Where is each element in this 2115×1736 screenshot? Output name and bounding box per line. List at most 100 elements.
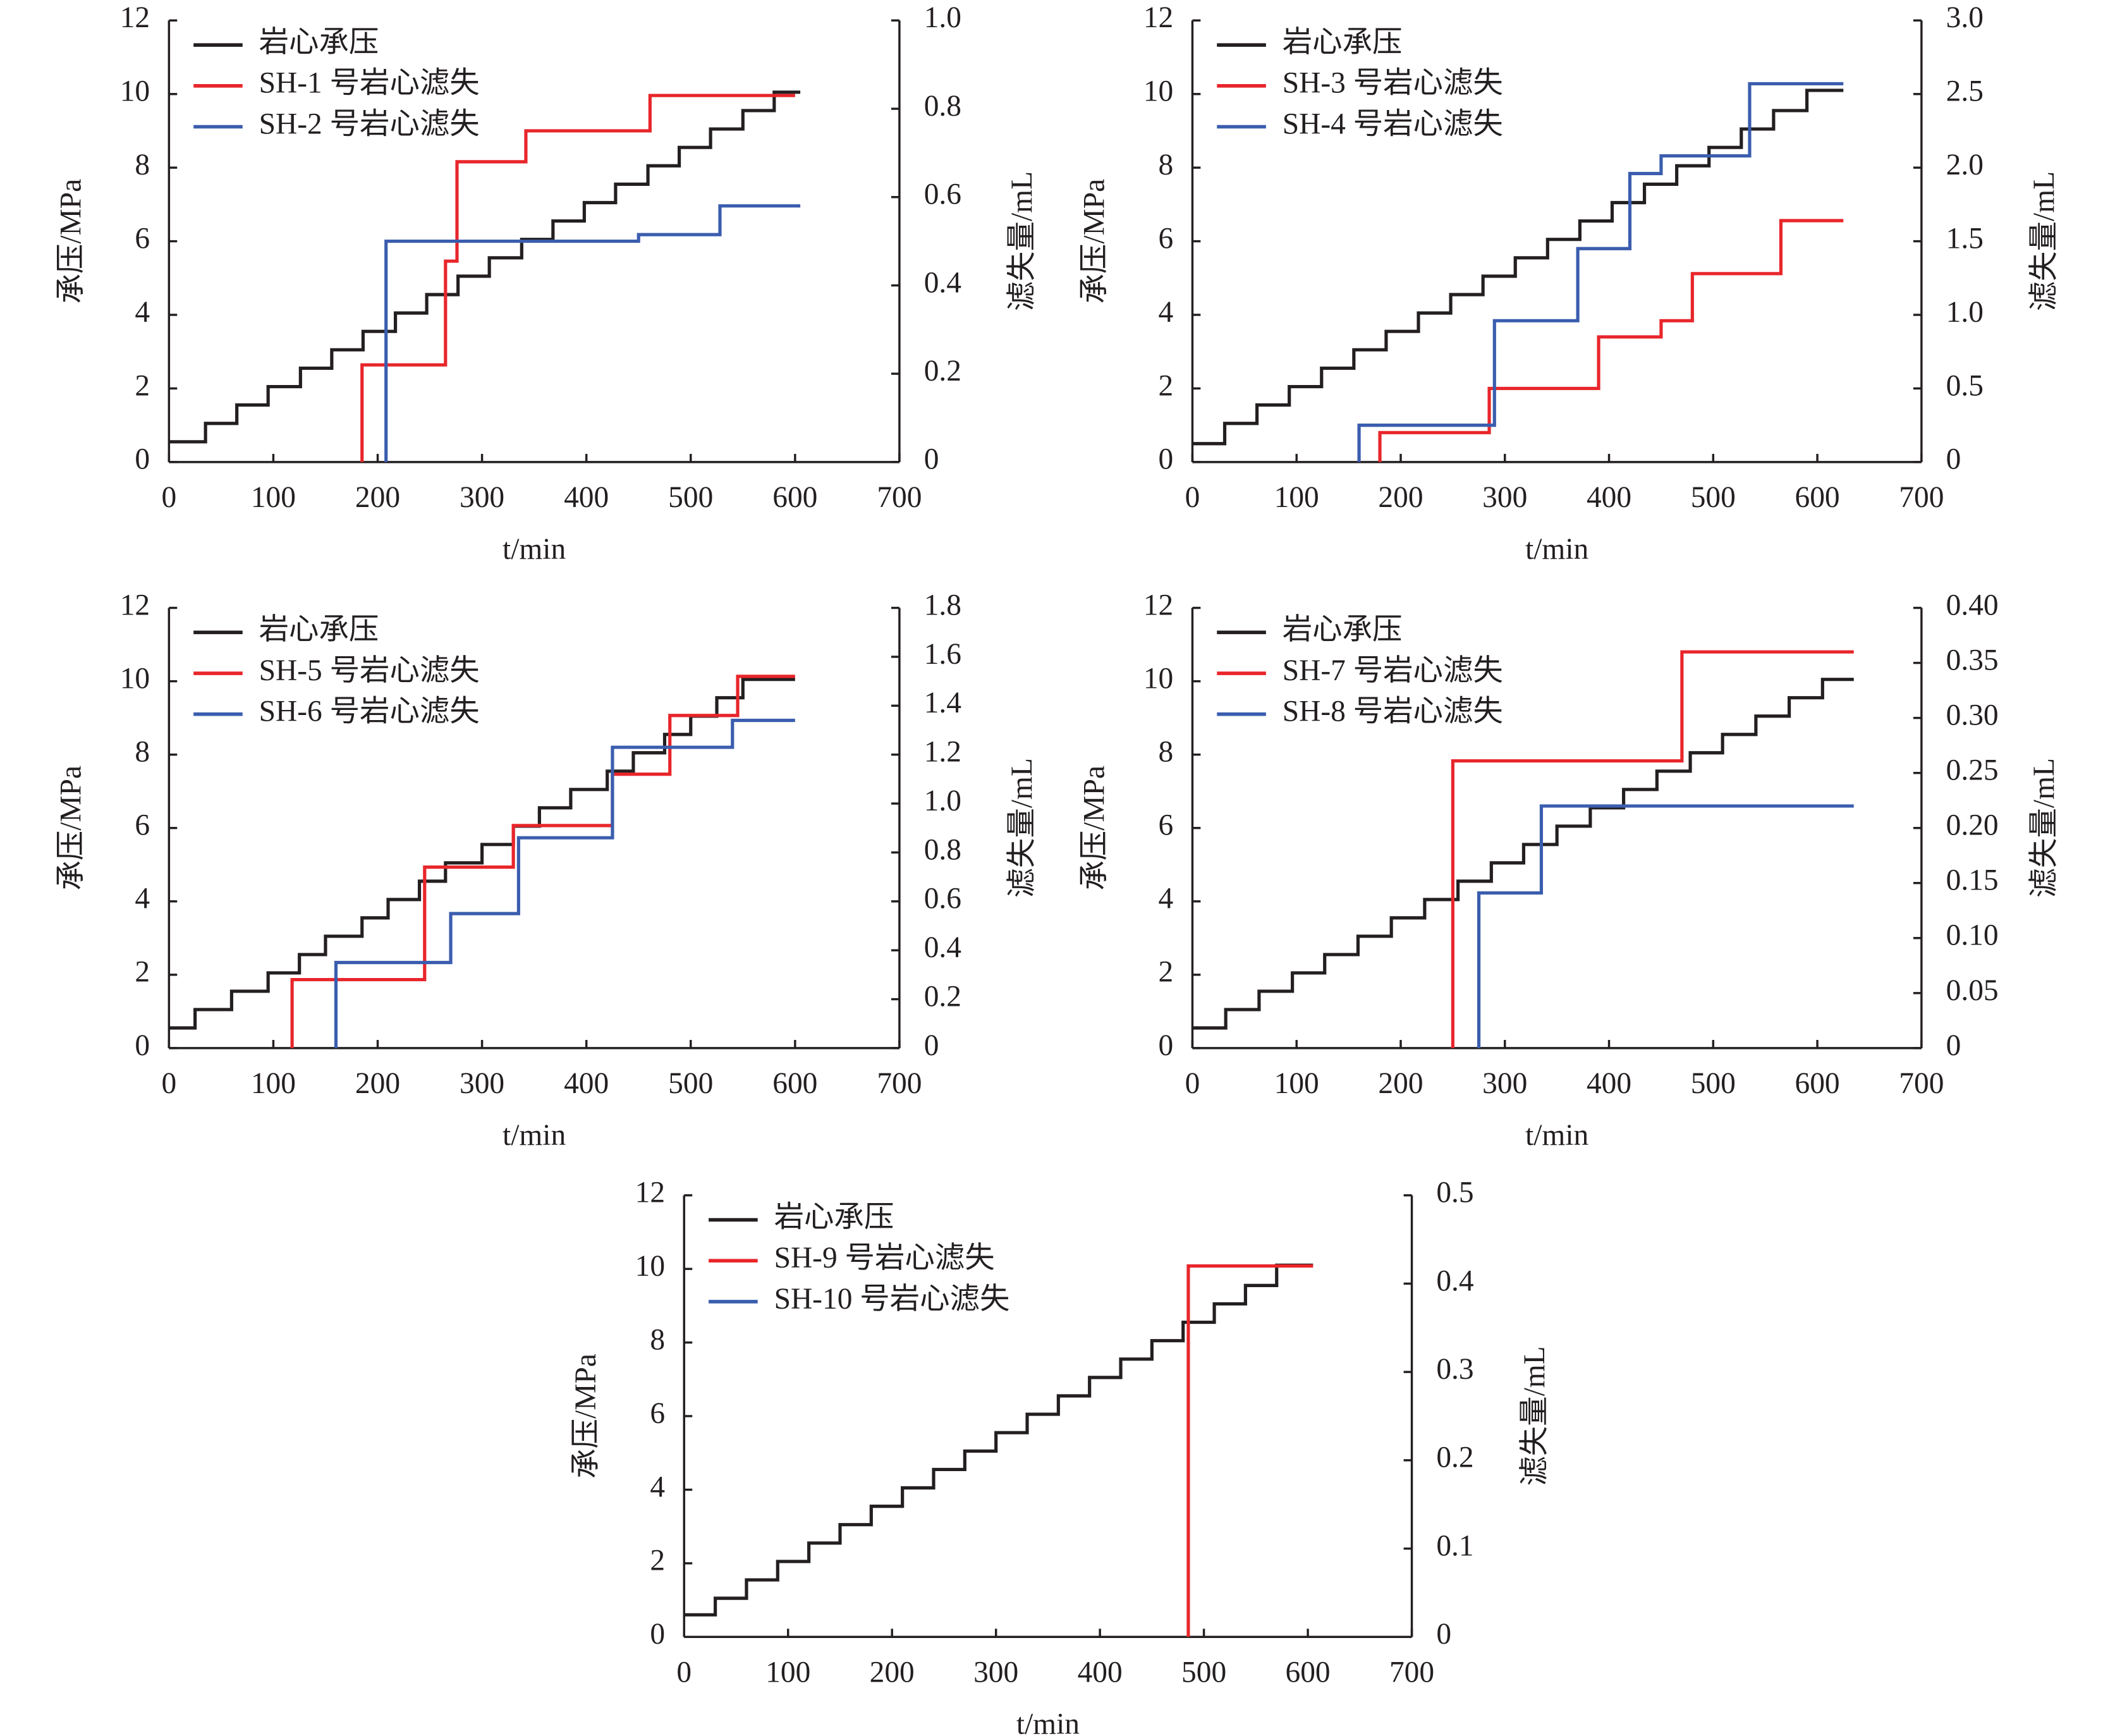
y-tick-label: 6 [135, 222, 150, 255]
x-tick-label: 700 [877, 481, 922, 514]
y2-tick-label: 0.4 [1436, 1264, 1473, 1297]
y-tick-label: 10 [635, 1250, 665, 1283]
x-tick-label: 100 [765, 1656, 810, 1689]
y2-axis-label: 滤失量/mL [1006, 758, 1039, 898]
y2-tick-label: 0.4 [924, 266, 961, 299]
x-tick-label: 100 [1274, 1067, 1319, 1100]
data-line [1192, 89, 1844, 446]
legend-label: SH-10 号岩心滤失 [774, 1283, 1010, 1316]
y-tick-label: 4 [1159, 296, 1174, 329]
y2-tick-label: 1.0 [1946, 296, 1984, 329]
x-tick-label: 400 [1587, 481, 1631, 514]
data-line [290, 675, 795, 1048]
x-axis-label: t/min [503, 533, 566, 566]
legend-label: SH-8 号岩心滤失 [1283, 695, 1503, 728]
chart-panel: 0 100 200 300 400 500 600 70002468101200.050.10… [1078, 589, 2061, 1152]
legend-label: 岩心承压 [1283, 613, 1403, 646]
x-tick-label: 600 [772, 481, 817, 514]
y-tick-label: 8 [135, 736, 150, 769]
y2-axis-label: 滤失量/mL [2028, 758, 2061, 898]
legend-label: SH-5 号岩心滤失 [259, 654, 480, 687]
y-tick-label: 0 [1159, 443, 1174, 476]
y-tick-label: 8 [1159, 149, 1174, 181]
legend-label: 岩心承压 [774, 1201, 894, 1233]
x-tick-label: 200 [870, 1656, 915, 1689]
y-axis-label: 承压/MPa [54, 179, 87, 304]
data-line [1477, 804, 1854, 1048]
data-line [1192, 678, 1854, 1030]
y2-tick-label: 0 [1946, 1029, 1961, 1062]
y-tick-label: 6 [1159, 222, 1174, 255]
y2-tick-label: 0.8 [924, 90, 961, 123]
y2-tick-label: 0.5 [1436, 1177, 1473, 1209]
x-tick-label: 500 [668, 481, 713, 514]
y2-tick-label: 1.8 [924, 589, 961, 621]
x-axis-label: t/min [1016, 1708, 1080, 1736]
y-tick-label: 6 [135, 809, 150, 842]
y2-tick-label: 0.40 [1946, 589, 1999, 621]
x-tick-label: 100 [1274, 481, 1319, 514]
y-tick-label: 8 [650, 1323, 665, 1356]
y2-tick-label: 2.0 [1946, 149, 1984, 181]
y-tick-label: 4 [135, 296, 150, 329]
y-tick-label: 8 [135, 149, 150, 181]
data-line [1451, 650, 1854, 1048]
legend-label: SH-2 号岩心滤失 [259, 107, 480, 140]
data-line [169, 678, 795, 1030]
x-tick-label: 500 [1181, 1656, 1226, 1689]
x-tick-label: 200 [355, 481, 400, 514]
y-tick-label: 4 [135, 883, 150, 915]
y2-tick-label: 0 [1436, 1618, 1451, 1651]
y2-tick-label: 2.5 [1946, 75, 1984, 108]
y2-tick-label: 0.6 [924, 883, 961, 915]
x-tick-label: 100 [251, 481, 296, 514]
chart-panel: 0 100 200 300 400 500 600 70002468101200.10.20.… [570, 1177, 1551, 1736]
x-tick-label: 700 [1899, 1067, 1944, 1100]
y2-tick-label: 0.15 [1946, 864, 1999, 897]
legend-label: SH-3 号岩心滤失 [1283, 67, 1503, 100]
y2-tick-label: 0.20 [1946, 809, 1999, 842]
y-tick-label: 0 [1159, 1029, 1174, 1062]
y2-tick-label: 1.0 [924, 1, 961, 34]
data-line [1378, 219, 1844, 462]
y2-tick-label: 0 [924, 443, 939, 476]
data-line [384, 204, 801, 462]
y-tick-label: 2 [135, 369, 150, 402]
chart-panel: 0 100 200 300 400 500 600 70002468101200.20.40.… [54, 1, 1039, 566]
x-tick-label: 500 [1691, 481, 1736, 514]
y-tick-label: 2 [1159, 956, 1174, 989]
y-tick-label: 10 [1143, 75, 1173, 108]
y-tick-label: 12 [1143, 589, 1173, 621]
y2-axis-label: 滤失量/mL [1518, 1346, 1551, 1486]
y2-axis-label: 滤失量/mL [2028, 171, 2061, 311]
data-line [1186, 1264, 1313, 1637]
x-tick-label: 0 [676, 1656, 692, 1689]
y-tick-label: 2 [1159, 369, 1174, 402]
x-tick-label: 0 [161, 481, 176, 514]
y2-tick-label: 0 [924, 1029, 939, 1062]
x-tick-label: 0 [161, 1067, 176, 1100]
y2-tick-label: 1.6 [924, 638, 961, 671]
x-tick-label: 0 [1185, 1067, 1200, 1100]
legend-label: SH-4 号岩心滤失 [1283, 107, 1503, 140]
x-tick-label: 700 [877, 1067, 922, 1100]
y2-tick-label: 0.25 [1946, 754, 1999, 787]
y-tick-label: 8 [1159, 736, 1174, 769]
legend-label: SH-1 号岩心滤失 [259, 67, 480, 100]
y-tick-label: 0 [135, 1029, 150, 1062]
data-line [334, 718, 795, 1048]
x-axis-label: t/min [1525, 1119, 1588, 1152]
y2-tick-label: 1.5 [1946, 222, 1984, 255]
chart-panel: 0 100 200 300 400 500 600 70002468101200.20.40.… [54, 589, 1039, 1152]
y2-tick-label: 0.2 [1436, 1441, 1473, 1474]
y-tick-label: 12 [120, 1, 150, 34]
y2-tick-label: 0.8 [924, 833, 961, 866]
y-tick-label: 2 [650, 1544, 665, 1577]
x-tick-label: 300 [460, 1067, 504, 1100]
x-tick-label: 300 [1482, 481, 1527, 514]
y-tick-label: 4 [1159, 883, 1174, 915]
x-tick-label: 300 [973, 1656, 1018, 1689]
y-tick-label: 4 [650, 1470, 665, 1503]
x-tick-label: 500 [668, 1067, 713, 1100]
